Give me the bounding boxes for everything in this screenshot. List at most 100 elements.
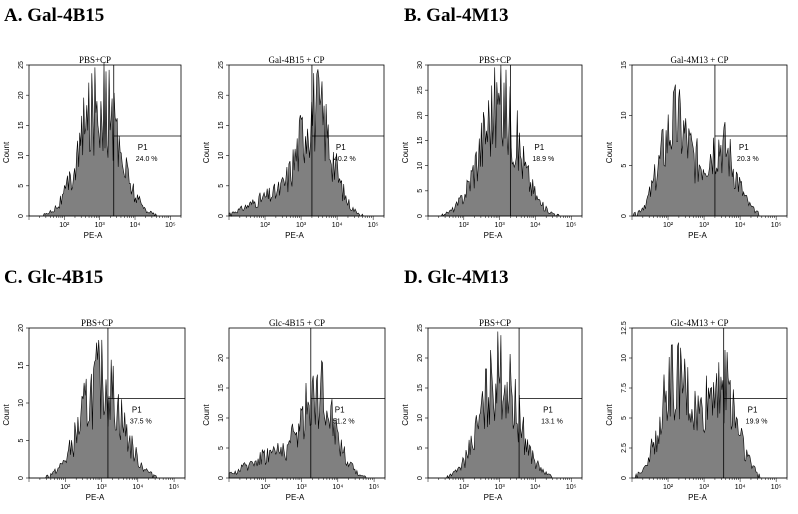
x-tick-label: 10³ [296,484,307,491]
x-axis-label: PE-A [688,231,707,240]
y-tick-label: 15 [218,384,225,392]
y-tick-label: 15 [218,121,225,129]
x-tick-label: 10⁵ [368,222,379,229]
x-tick-label: 10⁵ [771,222,782,229]
y-tick-label: 30 [417,61,424,69]
x-axis-label: PE-A [484,231,503,240]
histogram-panel: P1 20.3 % Gal-4M13 + CP 0 5 10 15 10² 10³ 10⁴ 10⁵ P… [605,55,788,240]
x-tick-label: 10⁴ [130,222,141,229]
histogram-panel: P1 51.2 % Glc-4B15 + CP 0 5 10 15 20 10² 10³ 10⁴ 10… [202,318,386,502]
plot-title: Gal-4M13 + CP [670,55,728,65]
histogram-area [29,61,181,217]
x-tick-label: 10³ [495,222,506,229]
histogram-area [428,331,582,479]
y-tick-label: 7.5 [621,383,628,393]
gate-label: P1 [335,406,345,415]
plot-frame [228,327,386,479]
y-tick-label: 0 [621,214,628,218]
x-tick-label: 10⁴ [332,484,343,491]
x-axis-label: PE-A [86,493,105,502]
x-tick-label: 10⁴ [132,484,143,491]
x-tick-label: 10⁵ [369,484,380,491]
x-tick-label: 10⁴ [735,484,746,491]
plot-title: PBS+CP [79,55,111,65]
y-tick-label: 5 [18,184,25,188]
y-tick-label: 15 [18,121,25,129]
section-title-a: A. Gal-4B15 [4,5,105,26]
y-tick-label: 25 [218,61,225,69]
plot-title: PBS+CP [479,55,511,65]
plot-title: Glc-4M13 + CP [670,318,728,328]
y-tick-label: 15 [18,362,25,370]
y-tick-label: 15 [417,137,424,145]
y-tick-label: 25 [417,324,424,332]
x-tick-label: 10⁴ [735,222,746,229]
y-tick-label: 0 [621,476,628,480]
histogram-area [228,69,384,217]
y-axis-label: Count [2,404,11,426]
gate-label: P1 [132,406,142,415]
y-tick-label: 5 [417,189,424,193]
gate-percent: 51.2 % [333,419,355,426]
x-tick-label: 10² [663,222,674,229]
y-axis-label: Count [605,404,614,426]
y-axis-label: Count [401,141,410,163]
y-tick-label: 10 [417,162,424,170]
gate-label: P1 [748,406,758,415]
histogram-area [228,359,385,479]
y-tick-label: 20 [18,324,25,332]
gate-label: P1 [138,143,148,152]
y-axis-label: Count [605,141,614,163]
y-tick-label: 20 [417,354,424,362]
plot-frame [631,64,788,217]
y-tick-label: 5 [218,184,225,188]
histogram-panel: P1 18.9 % PBS+CP 0 5 10 15 20 25 30 10² 10³ 10⁴ 10⁵ PE… [401,55,583,240]
y-tick-label: 20 [417,111,424,119]
x-tick-label: 10⁵ [771,484,782,491]
y-axis-label: Count [202,404,211,426]
x-axis-label: PE-A [484,493,503,502]
y-axis-label: Count [202,141,211,163]
y-tick-label: 5 [621,416,628,420]
histogram-panel: P1 37.5 % PBS+CP 0 5 10 15 20 10² 10³ 10⁴ 10⁵ PE-A Co… [2,318,186,502]
y-axis-label: Count [2,141,11,163]
plot-title: Glc-4B15 + CP [269,318,325,328]
plot-title: Gal-4B15 + CP [268,55,324,65]
plot-frame [28,64,182,217]
gate-percent: 40.2 % [334,156,356,163]
y-tick-label: 25 [417,86,424,94]
gate-label: P1 [543,406,553,415]
plot-title: PBS+CP [81,318,113,328]
x-tick-label: 10³ [699,484,710,491]
gate-percent: 13.1 % [541,419,563,426]
gate-percent: 18.9 % [532,156,554,163]
y-tick-label: 0 [18,476,25,480]
histogram-panel: P1 19.9 % Glc-4M13 + CP 0 2.5 5 7.5 10 12.5 10² 10… [605,318,788,502]
gate-percent: 20.3 % [737,156,759,163]
x-tick-label: 10⁴ [530,484,541,491]
gate-label: P1 [534,143,544,152]
y-axis-label: Count [401,404,410,426]
y-tick-label: 10 [621,354,628,362]
y-tick-label: 15 [417,384,424,392]
x-tick-label: 10⁵ [165,222,176,229]
histogram-area [29,339,185,479]
y-tick-label: 15 [621,61,628,69]
histogram-area [632,84,787,217]
histogram-panel: P1 24.0 % PBS+CP 0 5 10 15 20 25 10² 10³ 10⁴ 10⁵ PE-A… [2,55,182,240]
x-tick-label: 10² [260,222,271,229]
y-tick-label: 0 [218,214,225,218]
y-tick-label: 10 [218,414,225,422]
x-tick-label: 10³ [699,222,710,229]
y-tick-label: 0 [218,476,225,480]
y-tick-label: 5 [18,438,25,442]
y-tick-label: 10 [18,152,25,160]
histogram-panel: P1 40.2 % Gal-4B15 + CP 0 5 10 15 20 25 10² 10³ 10⁴… [202,55,385,240]
x-tick-label: 10² [60,484,71,491]
x-axis-label: PE-A [84,231,103,240]
x-tick-label: 10² [260,484,271,491]
histogram-area [428,64,582,217]
x-tick-label: 10⁴ [332,222,343,229]
y-tick-label: 20 [218,91,225,99]
